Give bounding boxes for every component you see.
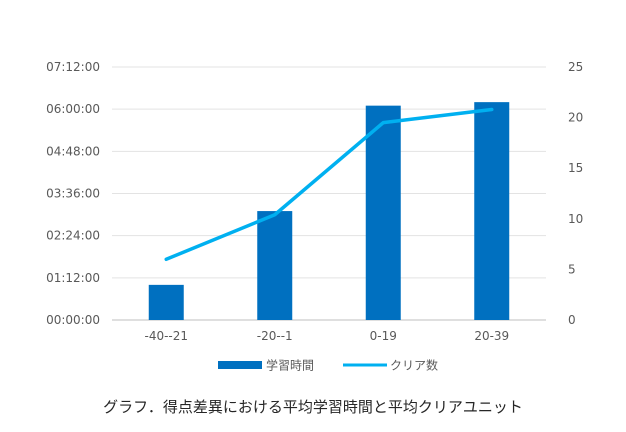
- y-right-tick-label: 5: [568, 262, 576, 276]
- y-right-tick-label: 10: [568, 212, 583, 226]
- legend: 学習時間 クリア数: [218, 358, 438, 373]
- x-tick-label: 0-19: [370, 329, 397, 343]
- y-right-tick-label: 25: [568, 60, 583, 74]
- figure-caption: グラフ．得点差異における平均学習時間と平均クリアユニット: [103, 398, 523, 416]
- bar: [148, 284, 184, 320]
- bar: [365, 105, 401, 321]
- x-tick-label: -20--1: [257, 329, 293, 343]
- x-axis-tick-labels: -40--21 -20--1 0-19 20-39: [144, 329, 509, 343]
- legend-swatch-study-time: [218, 361, 262, 369]
- y-left-tick-label: 01:12:00: [46, 271, 100, 285]
- y-left-tick-label: 06:00:00: [46, 102, 100, 116]
- y-left-tick-label: 00:00:00: [46, 313, 100, 327]
- y-right-tick-label: 15: [568, 161, 583, 175]
- y-left-tick-label: 07:12:00: [46, 60, 100, 74]
- y-left-tick-label: 04:48:00: [46, 144, 100, 158]
- y-left-tick-label: 02:24:00: [46, 229, 100, 243]
- legend-label-clear-count: クリア数: [390, 358, 438, 373]
- left-axis-tick-labels: 00:00:00 01:12:00 02:24:00 03:36:00 04:48:00…: [46, 60, 100, 327]
- series-line: [164, 107, 494, 262]
- x-tick-label: 20-39: [474, 329, 509, 343]
- bar-series-study-time: [148, 102, 510, 321]
- combo-chart: 00:00:00 01:12:00 02:24:00 03:36:00 04:48:00…: [46, 60, 583, 373]
- legend-label-study-time: 学習時間: [266, 358, 314, 373]
- y-right-tick-label: 20: [568, 111, 583, 125]
- y-right-tick-label: 0: [568, 313, 576, 327]
- bar: [257, 211, 293, 320]
- right-axis-tick-labels: 0 5 10 15 20 25: [568, 60, 583, 327]
- bar: [474, 102, 510, 320]
- gridlines: [112, 66, 546, 321]
- y-left-tick-label: 03:36:00: [46, 187, 100, 201]
- line-series-clear-count: [164, 107, 494, 262]
- x-tick-label: -40--21: [144, 329, 188, 343]
